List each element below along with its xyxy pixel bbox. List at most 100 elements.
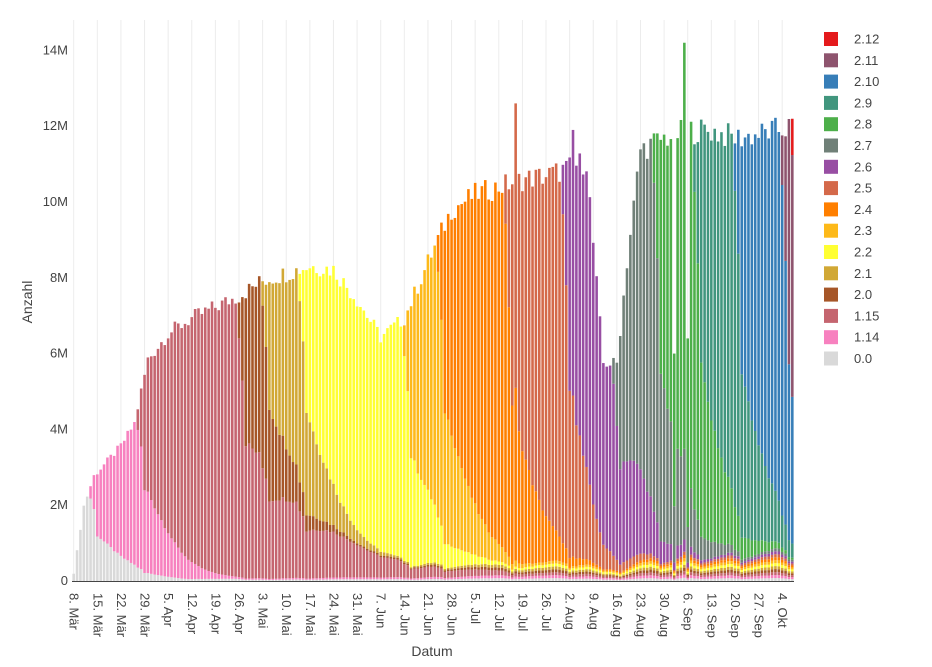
bar-segment [737,558,740,562]
bar-segment [666,570,669,573]
bar-segment [531,569,534,572]
bar-segment [639,553,642,561]
bar-segment [426,579,430,581]
bar-segment [497,564,501,568]
bar-segment [689,554,693,558]
bar-segment [767,564,770,568]
bar-segment [463,565,467,568]
y-tick-label: 2M [50,497,68,512]
bar-segment [288,501,291,579]
bar-segment [241,297,244,381]
bar-segment [541,562,544,566]
bar-segment [612,576,615,579]
bar-segment [791,396,794,544]
bar-segment [365,317,369,541]
bar-segment [467,569,470,577]
bar-segment [325,521,329,531]
legend-label: 2.0 [854,287,872,302]
bar-segment [791,559,794,562]
bar-segment [116,552,119,581]
bar-segment [271,418,275,502]
bar-segment [554,560,558,564]
bar-segment [659,573,663,576]
legend-swatch [824,223,838,238]
bar-segment [679,556,683,560]
bar-segment [635,571,639,574]
bar-segment [791,557,794,560]
bar-segment [770,563,774,567]
bar-segment [723,578,727,581]
bar-segment [730,572,733,576]
bar-segment [588,571,592,575]
bar-segment [598,316,602,533]
bar-segment [635,573,639,577]
bar-segment [757,568,760,572]
bar-segment [676,558,679,562]
bar-segment [315,273,318,445]
bar-segment [484,578,487,581]
bar-segment [349,538,352,542]
bar-segment [730,563,733,567]
bar-segment [180,578,183,581]
bar-segment [463,567,467,570]
bar-segment [774,117,777,491]
bar-segment [470,569,474,577]
bar-segment [703,576,706,579]
bar-segment [160,520,163,576]
bar-segment [716,556,720,559]
bar-segment [608,569,612,571]
bar-segment [760,562,764,566]
bar-segment [699,565,703,568]
bar-segment [706,574,710,577]
bar-segment [568,390,571,559]
bar-segment [470,567,474,570]
bar-segment [612,569,615,572]
bar-segment [527,571,531,574]
bar-segment [740,568,743,571]
bar-segment [699,536,703,561]
bar-segment [521,574,524,577]
bar-segment [281,497,285,579]
bar-segment [679,456,683,545]
bar-segment [598,566,602,569]
bar-segment [453,568,457,571]
bar-segment [517,568,521,571]
bar-segment [160,575,163,581]
bar-segment [477,578,480,581]
bar-segment [767,138,770,479]
bar-segment [575,570,578,573]
bar-segment [359,533,362,545]
bar-segment [710,567,713,570]
bar-segment [413,578,416,580]
bar-segment [571,572,575,575]
bar-segment [571,129,575,396]
bar-segment [639,570,642,574]
bar-segment [443,571,447,579]
bar-segment [382,557,386,578]
bar-segment [541,565,544,568]
bar-segment [720,562,723,566]
bar-segment [683,568,686,572]
bar-segment [750,569,754,573]
bar-segment [784,524,787,551]
bar-segment [716,563,720,567]
bar-segment [723,145,727,473]
bar-segment [740,564,743,567]
bar-segment [713,541,716,557]
bar-segment [440,568,443,578]
bar-segment [672,353,676,507]
legend-swatch [824,181,838,196]
bar-segment [362,548,366,578]
bar-segment [723,545,727,555]
bar-segment [747,574,750,577]
bar-segment [642,559,646,563]
bar-segment [591,570,595,573]
bar-segment [527,573,531,577]
bar-segment [440,577,443,580]
bar-segment [645,554,649,560]
bar-segment [777,572,781,576]
bar-segment [433,566,436,577]
bar-segment [757,566,760,569]
bar-segment [713,578,716,581]
legend-label: 2.9 [854,95,872,110]
